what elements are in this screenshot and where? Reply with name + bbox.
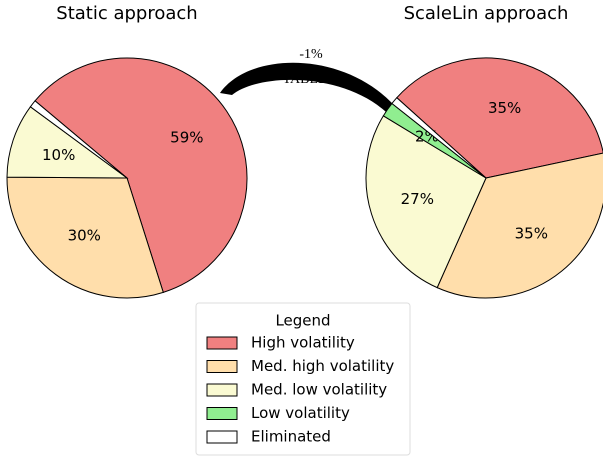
legend-label: High volatility bbox=[251, 334, 355, 352]
legend-swatch bbox=[206, 407, 238, 420]
pie-slice bbox=[396, 57, 603, 179]
pie-title: Static approach bbox=[56, 3, 197, 24]
pie-slice bbox=[365, 115, 487, 289]
pie-slice bbox=[6, 106, 129, 179]
legend-label: Med. low volatility bbox=[251, 381, 387, 399]
pie-slice bbox=[436, 152, 603, 299]
slice-label: 30% bbox=[68, 226, 101, 244]
slice-label: 35% bbox=[515, 224, 548, 242]
legend-label: Low volatility bbox=[251, 404, 350, 422]
arrow-label: TABLE II bbox=[283, 72, 340, 87]
legend-swatch bbox=[206, 360, 238, 373]
pie-slice bbox=[34, 57, 248, 294]
slice-label: 27% bbox=[401, 190, 434, 208]
arrow-label: -1% bbox=[299, 47, 323, 62]
pie-title: ScaleLin approach bbox=[404, 3, 569, 24]
slice-label: 10% bbox=[42, 146, 75, 164]
slice-label: 35% bbox=[488, 99, 521, 117]
legend-swatch bbox=[206, 383, 238, 397]
legend-label: Med. high volatility bbox=[251, 357, 394, 375]
slice-label: 59% bbox=[170, 128, 203, 146]
legend-title: Legend bbox=[275, 312, 330, 330]
arrow bbox=[220, 62, 400, 118]
pie-slice bbox=[29, 100, 128, 179]
pie-slice bbox=[6, 176, 164, 299]
legend-swatch bbox=[206, 430, 238, 444]
legend-swatch bbox=[206, 336, 238, 350]
legend-box bbox=[195, 302, 411, 456]
legend-label: Eliminated bbox=[251, 428, 331, 446]
pie-slice bbox=[391, 96, 487, 179]
